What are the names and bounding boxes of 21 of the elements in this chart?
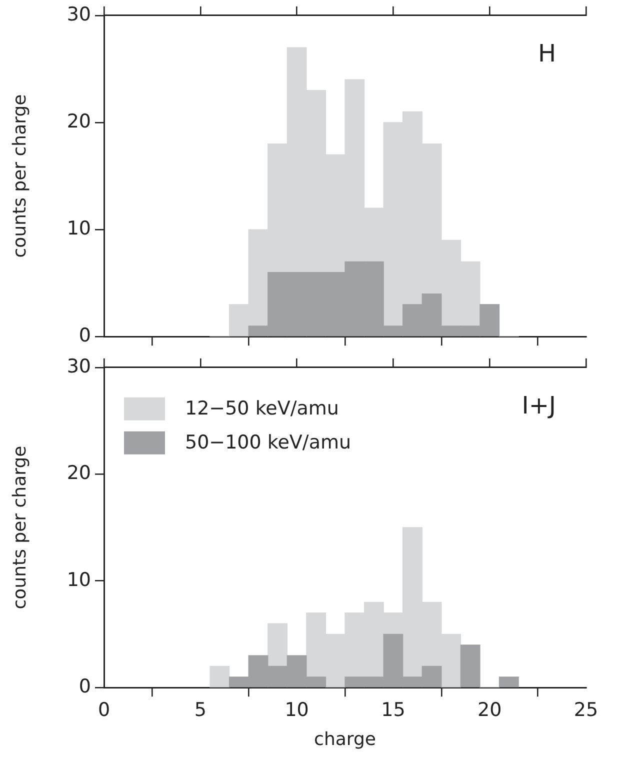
y-axis-title: counts per charge [9,94,30,258]
x-tick-label: 15 [381,698,406,721]
y-tick-label: 30 [66,355,91,378]
annotation: H [538,40,556,68]
y-tick-label: 20 [66,462,91,484]
x-tick-label: 20 [478,698,502,721]
y-tick-label: 10 [66,217,91,240]
legend-label: 50−100 keV/amu [185,431,352,454]
y-tick-label: 0 [78,676,91,698]
x-tick-label: 0 [98,698,110,721]
annotation: I+J [522,392,556,420]
x-axis-title: charge [314,728,376,750]
y-axis-title: counts per charge [9,446,30,610]
x-tick-label: 25 [574,698,598,721]
y-tick-label: 10 [66,568,91,591]
x-tick-label: 10 [284,698,309,721]
x-tick-label: 5 [194,698,206,721]
y-tick-label: 20 [66,110,91,132]
legend-label: 12−50 keV/amu [185,397,339,420]
y-tick-label: 0 [78,324,91,347]
y-tick-label: 30 [66,3,91,26]
